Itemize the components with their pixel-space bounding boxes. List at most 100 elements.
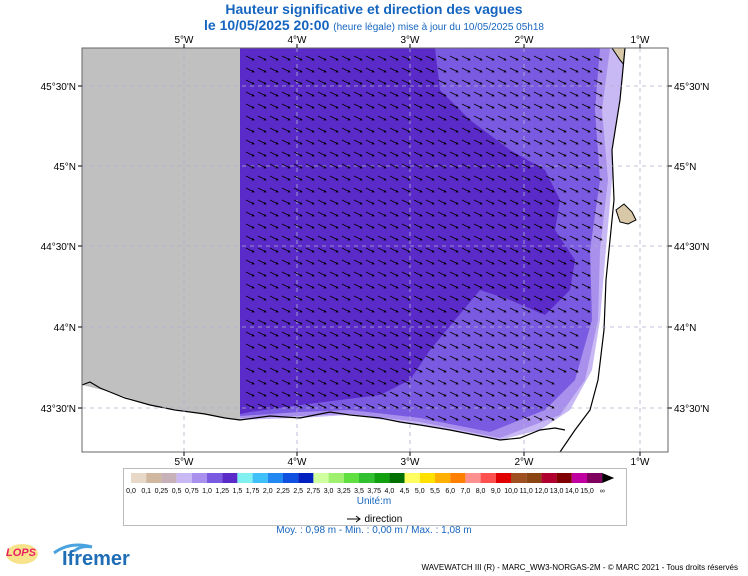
- direction-arrow: [377, 151, 387, 157]
- direction-arrow: [473, 79, 483, 85]
- direction-arrow: [293, 127, 303, 133]
- direction-arrow: [341, 163, 351, 169]
- ifremer-wave-icon: [53, 543, 93, 555]
- map-frame: [81, 47, 669, 453]
- color-swatch: [252, 473, 268, 483]
- scale-tick-label: 3,75: [367, 488, 381, 495]
- direction-arrow: [533, 139, 543, 145]
- direction-arrow: [485, 307, 495, 313]
- scale-tick-label: 7,0: [461, 488, 471, 495]
- direction-arrow: [509, 379, 519, 385]
- direction-arrow: [413, 67, 423, 73]
- direction-arrow: [497, 355, 507, 361]
- direction-arrow: [449, 283, 459, 289]
- direction-arrow: [533, 55, 543, 61]
- scale-tick-label: 11,0: [520, 488, 533, 495]
- direction-arrow: [341, 55, 351, 61]
- direction-arrow: [245, 223, 255, 229]
- direction-arrow: [281, 79, 291, 85]
- direction-arrow: [533, 187, 543, 193]
- direction-arrow: [329, 283, 339, 289]
- direction-arrow: [521, 199, 531, 205]
- direction-arrow: [425, 127, 435, 133]
- direction-arrow: [425, 271, 435, 277]
- direction-arrow: [269, 115, 279, 121]
- direction-arrow: [461, 211, 471, 217]
- direction-arrow: [473, 127, 483, 133]
- direction-arrow: [497, 67, 507, 73]
- direction-arrow: [365, 247, 375, 253]
- direction-arrow: [281, 343, 291, 349]
- direction-arrow: [521, 403, 531, 409]
- direction-arrow: [413, 367, 423, 373]
- scale-tick-label: 3,5: [354, 488, 364, 495]
- direction-arrow: [449, 79, 459, 85]
- direction-arrow: [497, 235, 507, 241]
- scale-tick-label: 1,25: [215, 488, 229, 495]
- direction-arrow: [245, 91, 255, 97]
- direction-arrow: [401, 283, 411, 289]
- direction-arrow: [317, 91, 327, 97]
- direction-arrow: [365, 235, 375, 241]
- direction-arrow: [569, 355, 579, 361]
- direction-arrow: [557, 115, 567, 121]
- color-swatch: [131, 473, 147, 483]
- direction-arrow: [437, 91, 447, 97]
- direction-arrow: [593, 127, 603, 133]
- direction-arrow: [305, 235, 315, 241]
- direction-arrow: [401, 403, 411, 409]
- direction-arrow: [389, 151, 399, 157]
- direction-arrow: [593, 55, 603, 61]
- direction-arrow: [497, 127, 507, 133]
- direction-arrow: [545, 103, 555, 109]
- direction-arrows: [245, 55, 603, 421]
- direction-arrow: [413, 403, 423, 409]
- direction-arrow: [533, 259, 543, 265]
- legend-box: 0,0 0,1 0,25 0,5 0,75 1,0 1,25 1,5 1,75 2,0 2,25 2,…: [123, 468, 627, 526]
- direction-arrow: [353, 187, 363, 193]
- direction-arrow: [329, 259, 339, 265]
- direction-arrow: [473, 103, 483, 109]
- direction-arrow: [389, 379, 399, 385]
- color-swatch: [283, 473, 299, 483]
- direction-arrow: [353, 271, 363, 277]
- direction-arrow: [533, 295, 543, 301]
- direction-arrow: [473, 307, 483, 313]
- direction-arrow: [401, 187, 411, 193]
- direction-arrow: [341, 103, 351, 109]
- direction-arrow: [329, 343, 339, 349]
- lon-label-bottom: 1°W: [631, 457, 651, 468]
- color-swatch: [587, 473, 603, 483]
- color-scale: 0,0 0,1 0,25 0,5 0,75 1,0 1,25 1,5 1,75 2,0 2,25 2,…: [126, 473, 615, 495]
- direction-arrow: [389, 115, 399, 121]
- direction-arrow: [353, 139, 363, 145]
- direction-arrow: [377, 331, 387, 337]
- direction-arrow: [533, 199, 543, 205]
- direction-arrow: [413, 259, 423, 265]
- direction-arrow: [557, 127, 567, 133]
- direction-arrow: [497, 259, 507, 265]
- direction-arrow: [293, 319, 303, 325]
- direction-arrow: [353, 115, 363, 121]
- direction-arrow: [545, 223, 555, 229]
- direction-arrow: [533, 331, 543, 337]
- direction-arrow: [341, 199, 351, 205]
- graticule: [82, 48, 668, 452]
- direction-arrow: [401, 91, 411, 97]
- direction-arrow: [449, 175, 459, 181]
- color-swatch: [328, 473, 344, 483]
- direction-arrow: [293, 115, 303, 121]
- direction-arrow: [425, 187, 435, 193]
- scale-tick-label: 0,1: [141, 488, 151, 495]
- direction-arrow: [269, 343, 279, 349]
- direction-arrow: [449, 247, 459, 253]
- direction-arrow: [281, 55, 291, 61]
- direction-arrow: [509, 199, 519, 205]
- direction-arrow: [593, 139, 603, 145]
- color-swatch: [556, 473, 572, 483]
- direction-arrow: [401, 247, 411, 253]
- direction-arrow: [293, 367, 303, 373]
- direction-arrow: [497, 187, 507, 193]
- direction-arrow: [401, 343, 411, 349]
- direction-arrow: [305, 127, 315, 133]
